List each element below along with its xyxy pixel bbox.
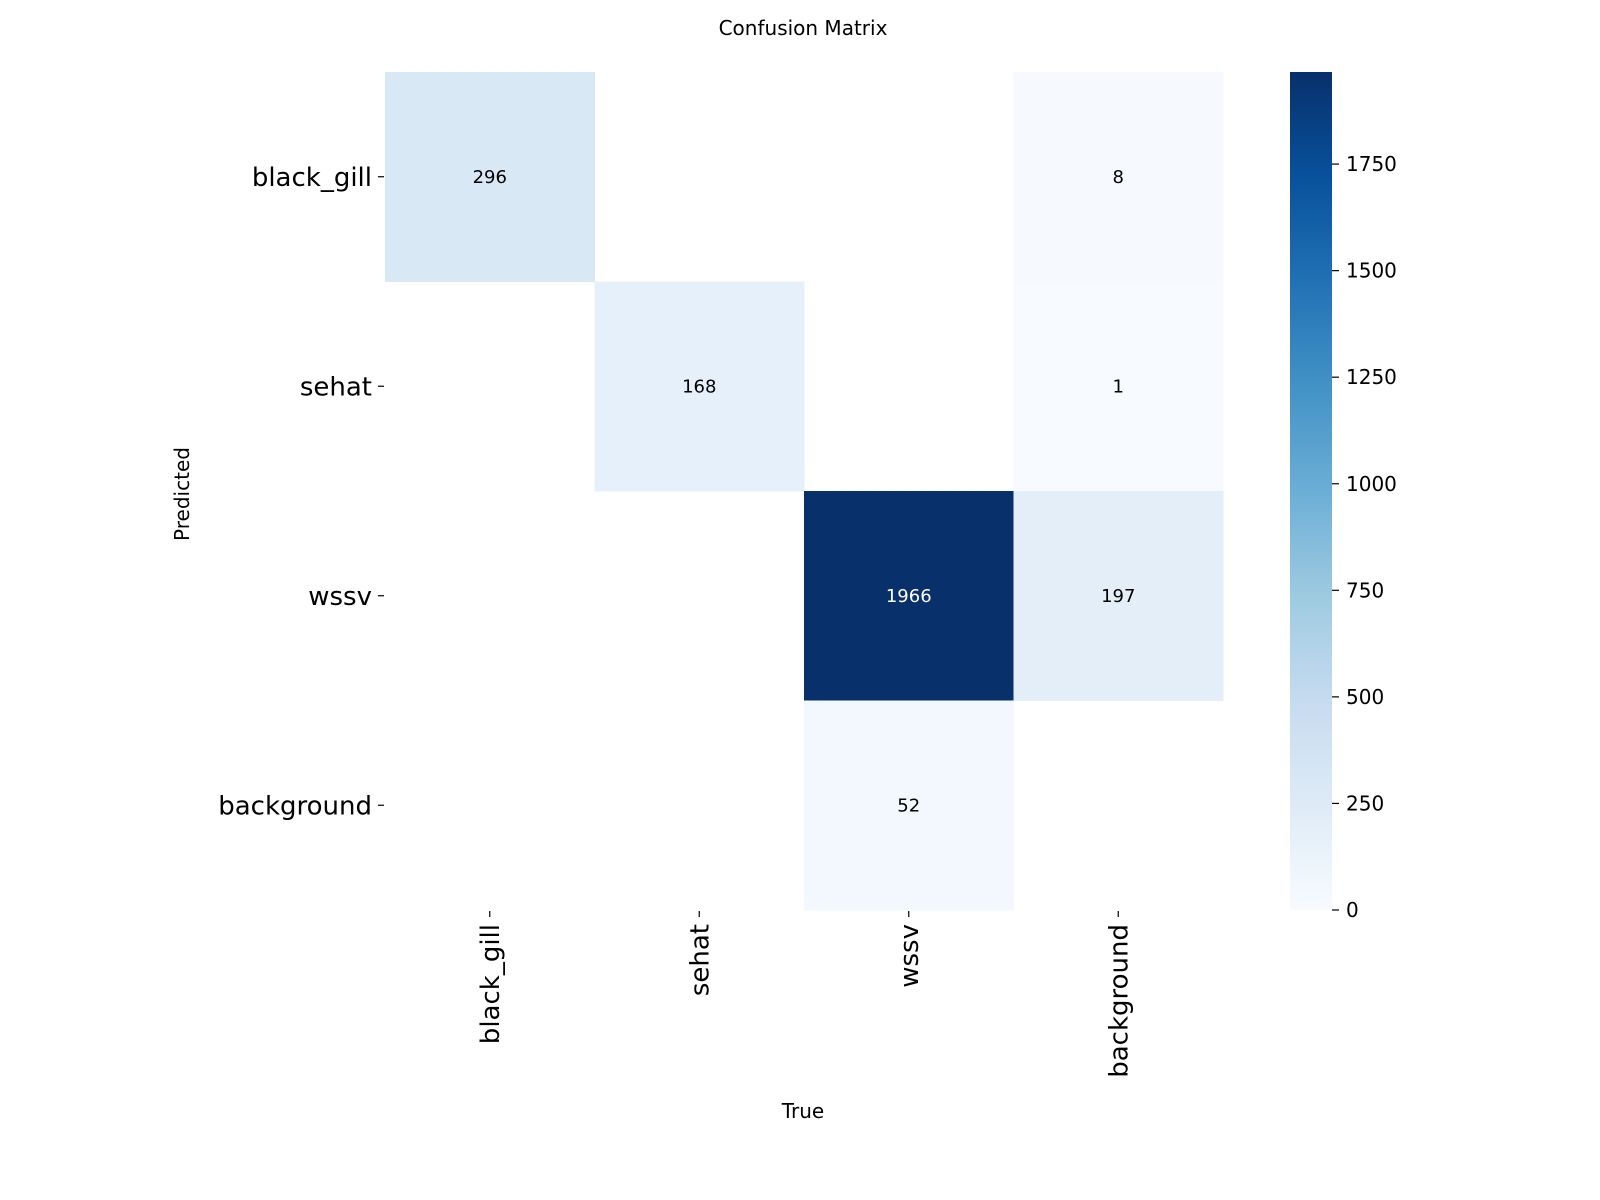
cell-value-label: 1966: [886, 586, 932, 607]
heatmap-cell: [804, 700, 1014, 911]
heatmap-cell-labels: 296 8 168 1 1966 197 52: [473, 167, 1136, 817]
colorbar-tick-label: 0: [1346, 898, 1359, 922]
cell-value-label: 52: [897, 795, 920, 816]
x-axis-label: True: [781, 1099, 824, 1123]
y-tick-label: sehat: [300, 372, 372, 402]
heatmap-cells: [385, 72, 1224, 911]
colorbar-tick-label: 250: [1346, 791, 1384, 815]
x-tick-label: sehat: [685, 924, 715, 996]
colorbar: [1290, 72, 1332, 910]
y-axis-label: Predicted: [170, 447, 194, 541]
heatmap-cell: [1013, 72, 1224, 282]
cell-value-label: 168: [682, 376, 716, 397]
cell-value-label: 1: [1113, 376, 1124, 397]
y-tick-label: wssv: [308, 582, 372, 612]
heatmap-cell: [594, 281, 805, 492]
chart-title: Confusion Matrix: [719, 16, 888, 40]
cell-value-label: 8: [1113, 167, 1124, 188]
cell-value-label: 197: [1101, 586, 1135, 607]
x-tick-label: wssv: [895, 924, 925, 988]
heatmap-cell: [1013, 491, 1224, 701]
x-tick-label: background: [1104, 924, 1134, 1078]
heatmap-cell: [385, 72, 595, 282]
colorbar-tick-label: 1250: [1346, 365, 1397, 389]
x-axis-ticks: black_gill sehat wssv background: [476, 911, 1134, 1078]
colorbar-ticks: 0 250 500 750 1000 1250 1500 1750: [1332, 152, 1397, 922]
colorbar-tick-label: 1750: [1346, 152, 1397, 176]
heatmap-cell: [804, 491, 1014, 701]
cell-value-label: 296: [473, 167, 507, 188]
colorbar-tick-label: 500: [1346, 685, 1384, 709]
y-tick-label: background: [218, 791, 372, 821]
y-tick-label: black_gill: [252, 163, 372, 193]
colorbar-tick-label: 1500: [1346, 259, 1397, 283]
x-tick-label: black_gill: [476, 924, 506, 1044]
colorbar-tick-label: 1000: [1346, 472, 1397, 496]
heatmap-cell: [1013, 281, 1224, 492]
colorbar-tick-label: 750: [1346, 578, 1384, 602]
